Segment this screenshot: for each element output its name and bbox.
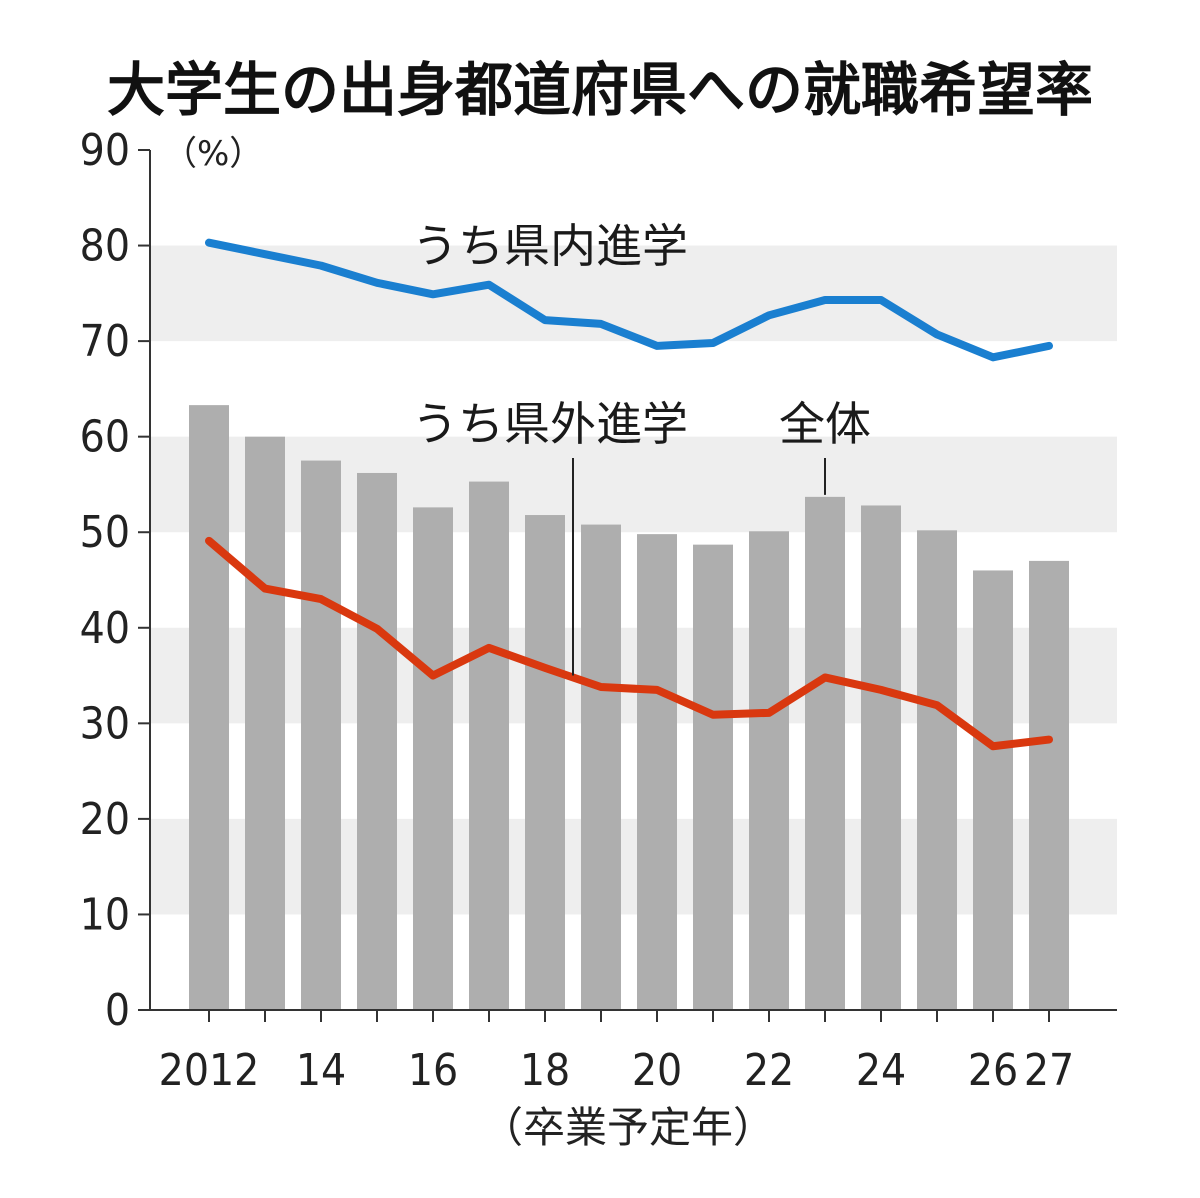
point-2-2022 — [768, 712, 770, 714]
bar-2026 — [973, 570, 1013, 1010]
point-1-2014 — [320, 265, 322, 267]
point-2-2024 — [880, 689, 882, 691]
bar-2020 — [637, 534, 677, 1010]
point-1-2017 — [488, 284, 490, 286]
bar-2019 — [581, 524, 621, 1010]
y-tick-label: 80 — [80, 221, 130, 272]
bar-2016 — [413, 507, 453, 1010]
x-tick-label: 16 — [408, 1045, 458, 1096]
grid-band — [150, 627, 1117, 724]
axes: 0 10 20 30 40 50 60 70 80 90 2012 14 16 18 20 22 24 26 27 — [80, 125, 1117, 1096]
point-1-2023 — [824, 299, 826, 301]
y-tick-label: 30 — [80, 698, 130, 749]
bar-2017 — [469, 481, 509, 1011]
point-2-2026 — [992, 745, 994, 747]
point-1-2026 — [992, 356, 994, 358]
point-2-2023 — [824, 676, 826, 678]
x-tick-label: 27 — [1024, 1045, 1074, 1096]
point-2-2027 — [1048, 739, 1050, 741]
x-tick-label: 14 — [296, 1045, 346, 1096]
x-tick-label: 18 — [520, 1045, 570, 1096]
bar-2014 — [301, 460, 341, 1010]
line-series — [205, 238, 1053, 751]
point-1-2019 — [600, 323, 602, 325]
x-tick-label: 2012 — [159, 1045, 260, 1096]
point-1-2024 — [880, 299, 882, 301]
chart-title: 大学生の出身都道府県への就職希望率 — [107, 56, 1093, 124]
point-2-2021 — [712, 714, 714, 716]
line-prefecture-inner — [205, 238, 1053, 362]
point-1-2027 — [1048, 345, 1050, 347]
point-2-2014 — [320, 598, 322, 600]
point-2-2015 — [376, 628, 378, 630]
point-2-2019 — [600, 686, 602, 688]
label-outer: うち県外進学 — [412, 397, 688, 451]
y-tick-label: 50 — [80, 507, 130, 558]
point-1-2022 — [768, 314, 770, 316]
point-2-2017 — [488, 647, 490, 649]
bar-2013 — [245, 436, 285, 1011]
y-tick-label: 90 — [80, 125, 130, 176]
bar-series — [189, 405, 1069, 1011]
bar-2027 — [1029, 560, 1069, 1010]
point-1-2015 — [376, 282, 378, 284]
y-tick-label: 10 — [80, 889, 130, 940]
y-tick-label: 0 — [105, 985, 130, 1036]
bar-2015 — [357, 472, 397, 1010]
x-axis-title: （卒業予定年） — [481, 1103, 775, 1152]
label-inner: うち県内進学 — [412, 219, 688, 273]
label-total: 全体 — [779, 397, 871, 451]
grid-band — [150, 818, 1117, 915]
y-tick-label: 60 — [80, 412, 130, 463]
point-1-2021 — [712, 342, 714, 344]
y-tick-label: 70 — [80, 316, 130, 367]
grid-band — [150, 436, 1117, 533]
point-1-2025 — [936, 333, 938, 335]
x-tick-label: 24 — [856, 1045, 906, 1096]
point-2-2025 — [936, 704, 938, 706]
x-tick-label: 26 — [968, 1045, 1018, 1096]
line-prefecture-outer — [205, 536, 1053, 751]
point-2-2012 — [208, 540, 210, 542]
point-1-2013 — [264, 253, 266, 255]
y-tick-label: 20 — [80, 794, 130, 845]
point-2-2020 — [656, 689, 658, 691]
bar-2025 — [917, 530, 957, 1010]
point-2-2018 — [544, 667, 546, 669]
point-1-2018 — [544, 319, 546, 321]
x-tick-label: 22 — [744, 1045, 794, 1096]
bar-2023 — [805, 496, 845, 1010]
bar-2012 — [189, 405, 229, 1011]
point-1-2020 — [656, 345, 658, 347]
point-1-2012 — [208, 242, 210, 244]
bar-2024 — [861, 505, 901, 1010]
point-1-2016 — [432, 293, 434, 295]
y-axis-unit: （%） — [163, 134, 263, 174]
bar-2018 — [525, 515, 565, 1010]
bar-2021 — [693, 544, 733, 1010]
bar-2022 — [749, 531, 789, 1010]
point-2-2016 — [432, 675, 434, 677]
y-tick-label: 40 — [80, 603, 130, 654]
x-tick-label: 20 — [632, 1045, 682, 1096]
point-2-2013 — [264, 588, 266, 590]
